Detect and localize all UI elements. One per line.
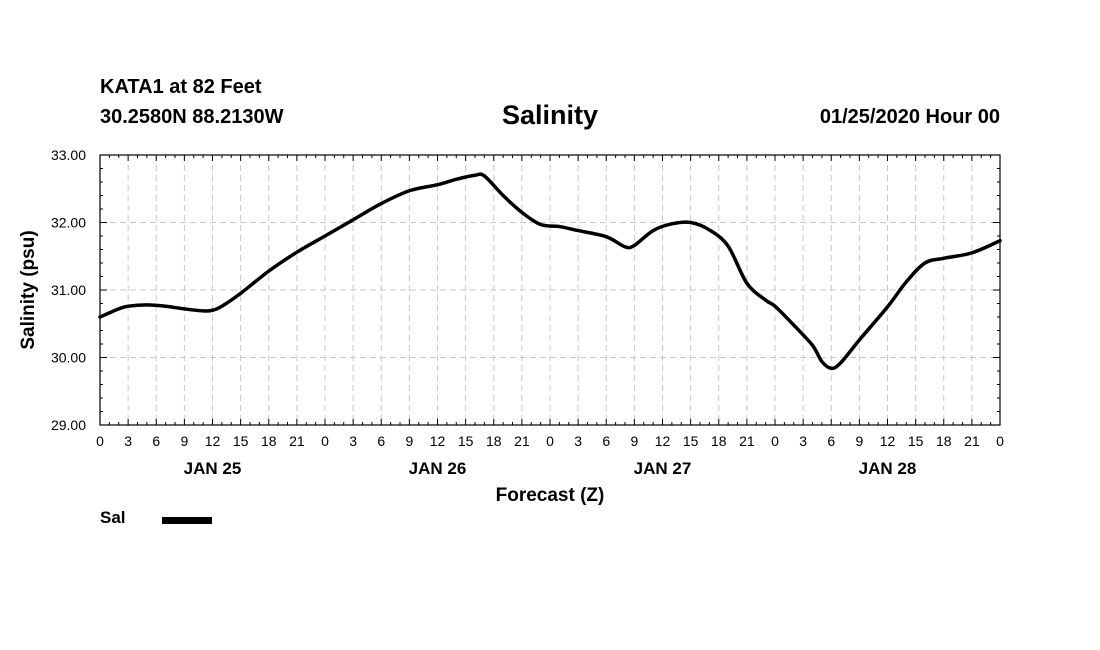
forecast-run-time: 01/25/2020 Hour 00	[819, 106, 1000, 128]
x-tick-label: 3	[124, 433, 132, 449]
x-tick-label: 9	[180, 433, 188, 449]
y-tick-label: 31.00	[51, 282, 86, 298]
x-tick-label: 6	[377, 433, 385, 449]
day-label: JAN 27	[634, 459, 692, 478]
x-tick-label: 0	[546, 433, 554, 449]
x-tick-label: 12	[880, 433, 896, 449]
day-label: JAN 28	[859, 459, 917, 478]
y-tick-label: 32.00	[51, 215, 86, 231]
x-tick-label: 0	[771, 433, 779, 449]
x-tick-label: 0	[96, 433, 104, 449]
x-tick-label: 21	[289, 433, 305, 449]
x-tick-label: 21	[739, 433, 755, 449]
x-tick-label: 9	[630, 433, 638, 449]
x-tick-label: 15	[233, 433, 249, 449]
y-tick-label: 30.00	[51, 350, 86, 366]
x-tick-label: 0	[996, 433, 1004, 449]
station-label: KATA1 at 82 Feet	[100, 76, 262, 98]
x-tick-label: 18	[486, 433, 502, 449]
series-line-sal	[98, 172, 1002, 371]
x-tick-label: 18	[936, 433, 952, 449]
x-tick-label: 3	[799, 433, 807, 449]
x-tick-label: 15	[458, 433, 474, 449]
x-tick-label: 21	[964, 433, 980, 449]
x-tick-label: 6	[152, 433, 160, 449]
x-tick-label: 12	[205, 433, 221, 449]
y-tick-label: 29.00	[51, 417, 86, 433]
chart-title: Salinity	[501, 100, 599, 130]
x-tick-label: 0	[321, 433, 329, 449]
day-label: JAN 25	[184, 459, 242, 478]
x-axis-label: Forecast (Z)	[496, 485, 605, 506]
x-tick-label: 18	[711, 433, 727, 449]
x-tick-label: 12	[655, 433, 671, 449]
x-tick-label: 6	[602, 433, 610, 449]
legend-label: Sal	[100, 508, 126, 527]
x-tick-label: 3	[574, 433, 582, 449]
y-axis-label: Salinity (psu)	[18, 230, 39, 349]
y-tick-label: 33.00	[51, 147, 86, 163]
x-tick-label: 15	[683, 433, 699, 449]
legend-line-swatch	[162, 517, 212, 524]
plot-frame	[99, 154, 1001, 426]
x-tick-label: 12	[430, 433, 446, 449]
day-label: JAN 26	[409, 459, 467, 478]
x-tick-label: 9	[855, 433, 863, 449]
x-tick-label: 15	[908, 433, 924, 449]
coordinates-label: 30.2580N 88.2130W	[100, 106, 284, 128]
x-tick-label: 18	[261, 433, 277, 449]
x-tick-label: 3	[349, 433, 357, 449]
x-tick-label: 21	[514, 433, 530, 449]
x-tick-label: 9	[405, 433, 413, 449]
x-tick-label: 6	[827, 433, 835, 449]
